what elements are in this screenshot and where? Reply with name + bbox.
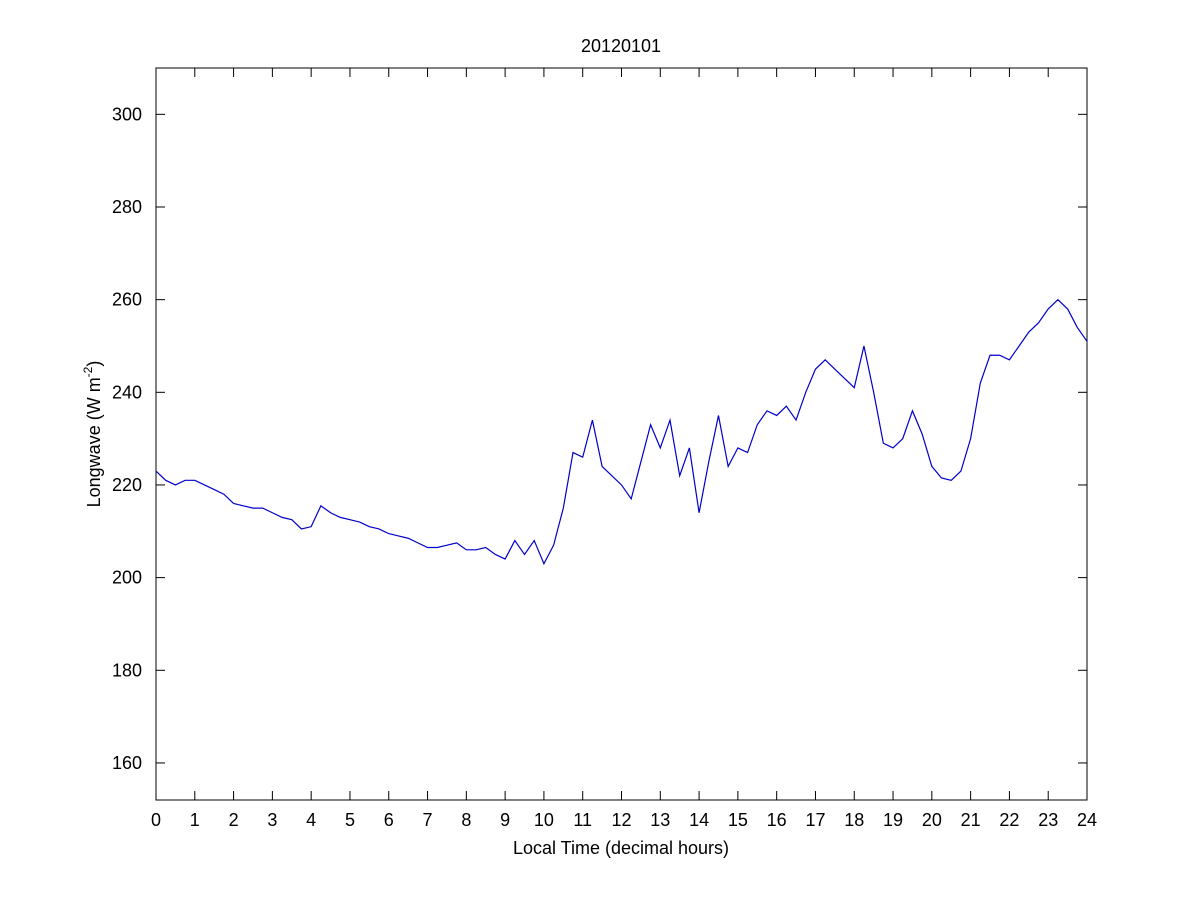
x-tick-label: 5 <box>345 810 355 830</box>
x-tick-label: 24 <box>1077 810 1097 830</box>
plot-area <box>155 67 1088 801</box>
y-axis-label-sup: -2 <box>81 366 95 377</box>
x-tick-label: 7 <box>423 810 433 830</box>
x-tick-label: 2 <box>229 810 239 830</box>
x-tick-label: 6 <box>384 810 394 830</box>
y-axis-label-end: ) <box>84 361 104 367</box>
x-tick-label: 13 <box>650 810 670 830</box>
y-tick-label: 300 <box>112 104 142 124</box>
x-tick-label: 12 <box>611 810 631 830</box>
x-tick-label: 4 <box>306 810 316 830</box>
chart-title: 20120101 <box>581 36 661 56</box>
x-tick-label: 18 <box>844 810 864 830</box>
y-tick-label: 200 <box>112 568 142 588</box>
x-tick-label: 19 <box>883 810 903 830</box>
x-tick-label: 16 <box>767 810 787 830</box>
x-tick-label: 8 <box>461 810 471 830</box>
data-line <box>155 298 1088 566</box>
x-tick-label: 3 <box>267 810 277 830</box>
x-tick-label: 14 <box>689 810 709 830</box>
x-tick-label: 9 <box>500 810 510 830</box>
x-tick-label: 11 <box>573 810 592 830</box>
x-tick-label: 23 <box>1038 810 1058 830</box>
x-tick-label: 15 <box>728 810 748 830</box>
x-tick-label: 21 <box>961 810 981 830</box>
y-axis-label: Longwave (W m-2) <box>81 361 104 508</box>
x-tick-label: 1 <box>190 810 200 830</box>
y-tick-label: 220 <box>112 475 142 495</box>
x-tick-label: 17 <box>805 810 825 830</box>
x-axis-label: Local Time (decimal hours) <box>513 838 729 858</box>
y-axis-label-main: Longwave (W m <box>84 377 104 507</box>
x-tick-label: 0 <box>151 810 161 830</box>
x-tick-label: 20 <box>922 810 942 830</box>
x-tick-label: 10 <box>534 810 554 830</box>
y-tick-label: 280 <box>112 197 142 217</box>
y-tick-label: 240 <box>112 382 142 402</box>
y-tick-label: 260 <box>112 290 142 310</box>
y-tick-label: 160 <box>112 753 142 773</box>
x-tick-label: 22 <box>999 810 1019 830</box>
y-tick-label: 180 <box>112 660 142 680</box>
